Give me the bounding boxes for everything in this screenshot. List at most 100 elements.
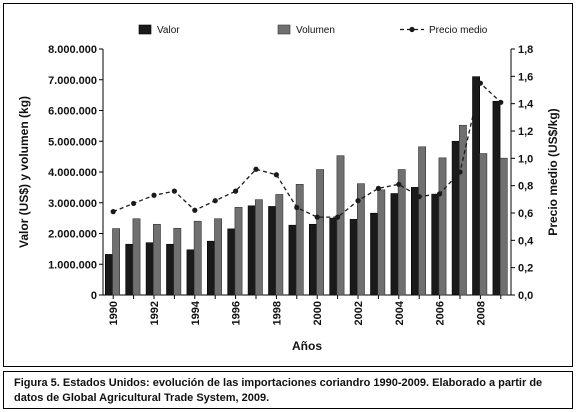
point-precio-medio	[151, 192, 157, 198]
x-tick-label: 1992	[149, 301, 161, 325]
legend-label-valor: Valor	[157, 25, 180, 36]
y-right-tick-label: 0,8	[518, 181, 533, 193]
bar-volumen	[418, 146, 426, 296]
chart-frame: 0 1.000.000 2.000.000 3.000.000 4.000.000 5.0…	[3, 3, 573, 367]
bar-volumen	[397, 169, 406, 296]
point-precio-medio	[498, 99, 504, 105]
bar-volumen	[316, 169, 324, 296]
y-left-tick-label: 0	[91, 290, 97, 302]
y-right-tick-label: 0,2	[518, 263, 533, 275]
y-right-tick-label: 0,6	[518, 208, 533, 220]
point-precio-medio	[396, 181, 402, 187]
figure-caption-box: Figura 5. Estados Unidos: evolución de l…	[3, 371, 573, 409]
point-precio-medio	[355, 198, 361, 204]
bar-volumen	[132, 218, 141, 296]
x-tick-label: 2008	[475, 301, 487, 325]
bar-valor	[268, 206, 276, 296]
bar-valor	[410, 187, 419, 296]
x-tick-label: 2004	[394, 300, 406, 325]
bar-valor	[390, 193, 399, 296]
bar-volumen	[479, 153, 488, 296]
y-left-tick-label: 5.000.000	[48, 136, 97, 148]
bar-valor	[492, 100, 501, 296]
y-left-tick-label: 6.000.000	[48, 106, 97, 118]
bar-valor	[451, 140, 460, 296]
point-precio-medio	[335, 214, 341, 220]
bar-valor	[349, 219, 358, 296]
point-precio-medio	[314, 214, 320, 220]
bar-volumen	[438, 157, 447, 296]
bar-volumen	[112, 228, 120, 296]
y-axis-title-right: Precio medio (US$/kg)	[546, 108, 560, 235]
bar-volumen	[356, 183, 365, 296]
point-precio-medio	[457, 169, 463, 175]
legend-label-precio-medio: Precio medio	[429, 25, 488, 36]
point-precio-medio	[192, 207, 198, 213]
legend-swatch-valor	[138, 24, 152, 35]
y-right-tick-label: 0,0	[518, 290, 533, 302]
x-tick-label: 1996	[231, 301, 243, 325]
y-left-tick-label: 2.000.000	[48, 229, 97, 241]
bar-valor	[166, 243, 174, 296]
y-right-tick-label: 1,8	[518, 44, 533, 56]
bar-valor	[329, 217, 338, 296]
y-left-tick-label: 1.000.000	[48, 259, 97, 271]
y-right-tick-label: 1,0	[518, 153, 533, 165]
x-tick-label: 1994	[190, 300, 202, 325]
legend-label-volumen: Volumen	[296, 25, 335, 36]
bar-volumen	[214, 218, 222, 296]
y-left-tick-label: 7.000.000	[48, 75, 97, 87]
bar-valor	[145, 242, 154, 296]
bar-volumen	[377, 189, 386, 296]
x-tick-label: 1990	[108, 301, 120, 325]
point-precio-medio	[171, 188, 177, 194]
point-precio-medio	[375, 185, 381, 191]
bar-volumen	[336, 155, 345, 296]
x-tick-label: 2000	[312, 301, 324, 325]
bar-volumen	[173, 227, 182, 296]
point-precio-medio	[253, 166, 259, 172]
y-axis-title-left: Valor (US$) y volumen (kg)	[17, 96, 31, 248]
bar-valor	[472, 76, 480, 296]
legend-swatch-volumen	[277, 24, 291, 35]
bar-volumen	[458, 124, 467, 296]
bar-volumen	[234, 207, 243, 296]
bar-valor	[308, 223, 317, 296]
point-precio-medio	[233, 188, 239, 194]
bar-volumen	[275, 194, 284, 296]
bar-volumen	[193, 220, 202, 296]
bar-valor	[125, 243, 134, 296]
y-left-tick-label: 8.000.000	[48, 44, 97, 56]
bar-valor	[227, 228, 236, 296]
bar-valor	[186, 249, 195, 296]
bar-valor	[247, 205, 256, 296]
point-precio-medio	[437, 191, 443, 197]
chart-svg: 0 1.000.000 2.000.000 3.000.000 4.000.000 5.0…	[17, 24, 560, 353]
y-right-tick-label: 1,6	[518, 71, 533, 83]
point-precio-medio	[273, 172, 279, 178]
y-right-tick-label: 0,4	[518, 235, 534, 247]
point-precio-medio	[294, 204, 300, 211]
bar-valor	[370, 212, 378, 296]
bar-valor	[288, 224, 297, 296]
bar-volumen	[295, 184, 304, 296]
point-precio-medio	[477, 80, 483, 86]
x-tick-label: 2006	[435, 301, 447, 325]
bar-valor	[105, 254, 113, 296]
point-precio-medio	[110, 209, 116, 215]
series-line-precio-medio	[112, 81, 502, 218]
figure-caption: Figura 5. Estados Unidos: evolución de l…	[14, 377, 543, 404]
x-axis-title: Años	[292, 339, 322, 353]
x-tick-label: 2002	[353, 301, 365, 325]
y-left-tick-label: 4.000.000	[48, 167, 97, 179]
point-precio-medio	[131, 200, 137, 207]
point-precio-medio	[416, 194, 422, 200]
bar-volumen	[499, 157, 508, 296]
bar-valor	[431, 193, 440, 296]
legend-marker-precio-medio	[409, 26, 415, 33]
y-right-tick-label: 1,4	[518, 99, 534, 111]
bar-valor	[207, 240, 215, 296]
y-right-tick-label: 1,2	[518, 126, 533, 138]
bar-volumen	[153, 223, 161, 296]
point-precio-medio	[212, 198, 218, 204]
